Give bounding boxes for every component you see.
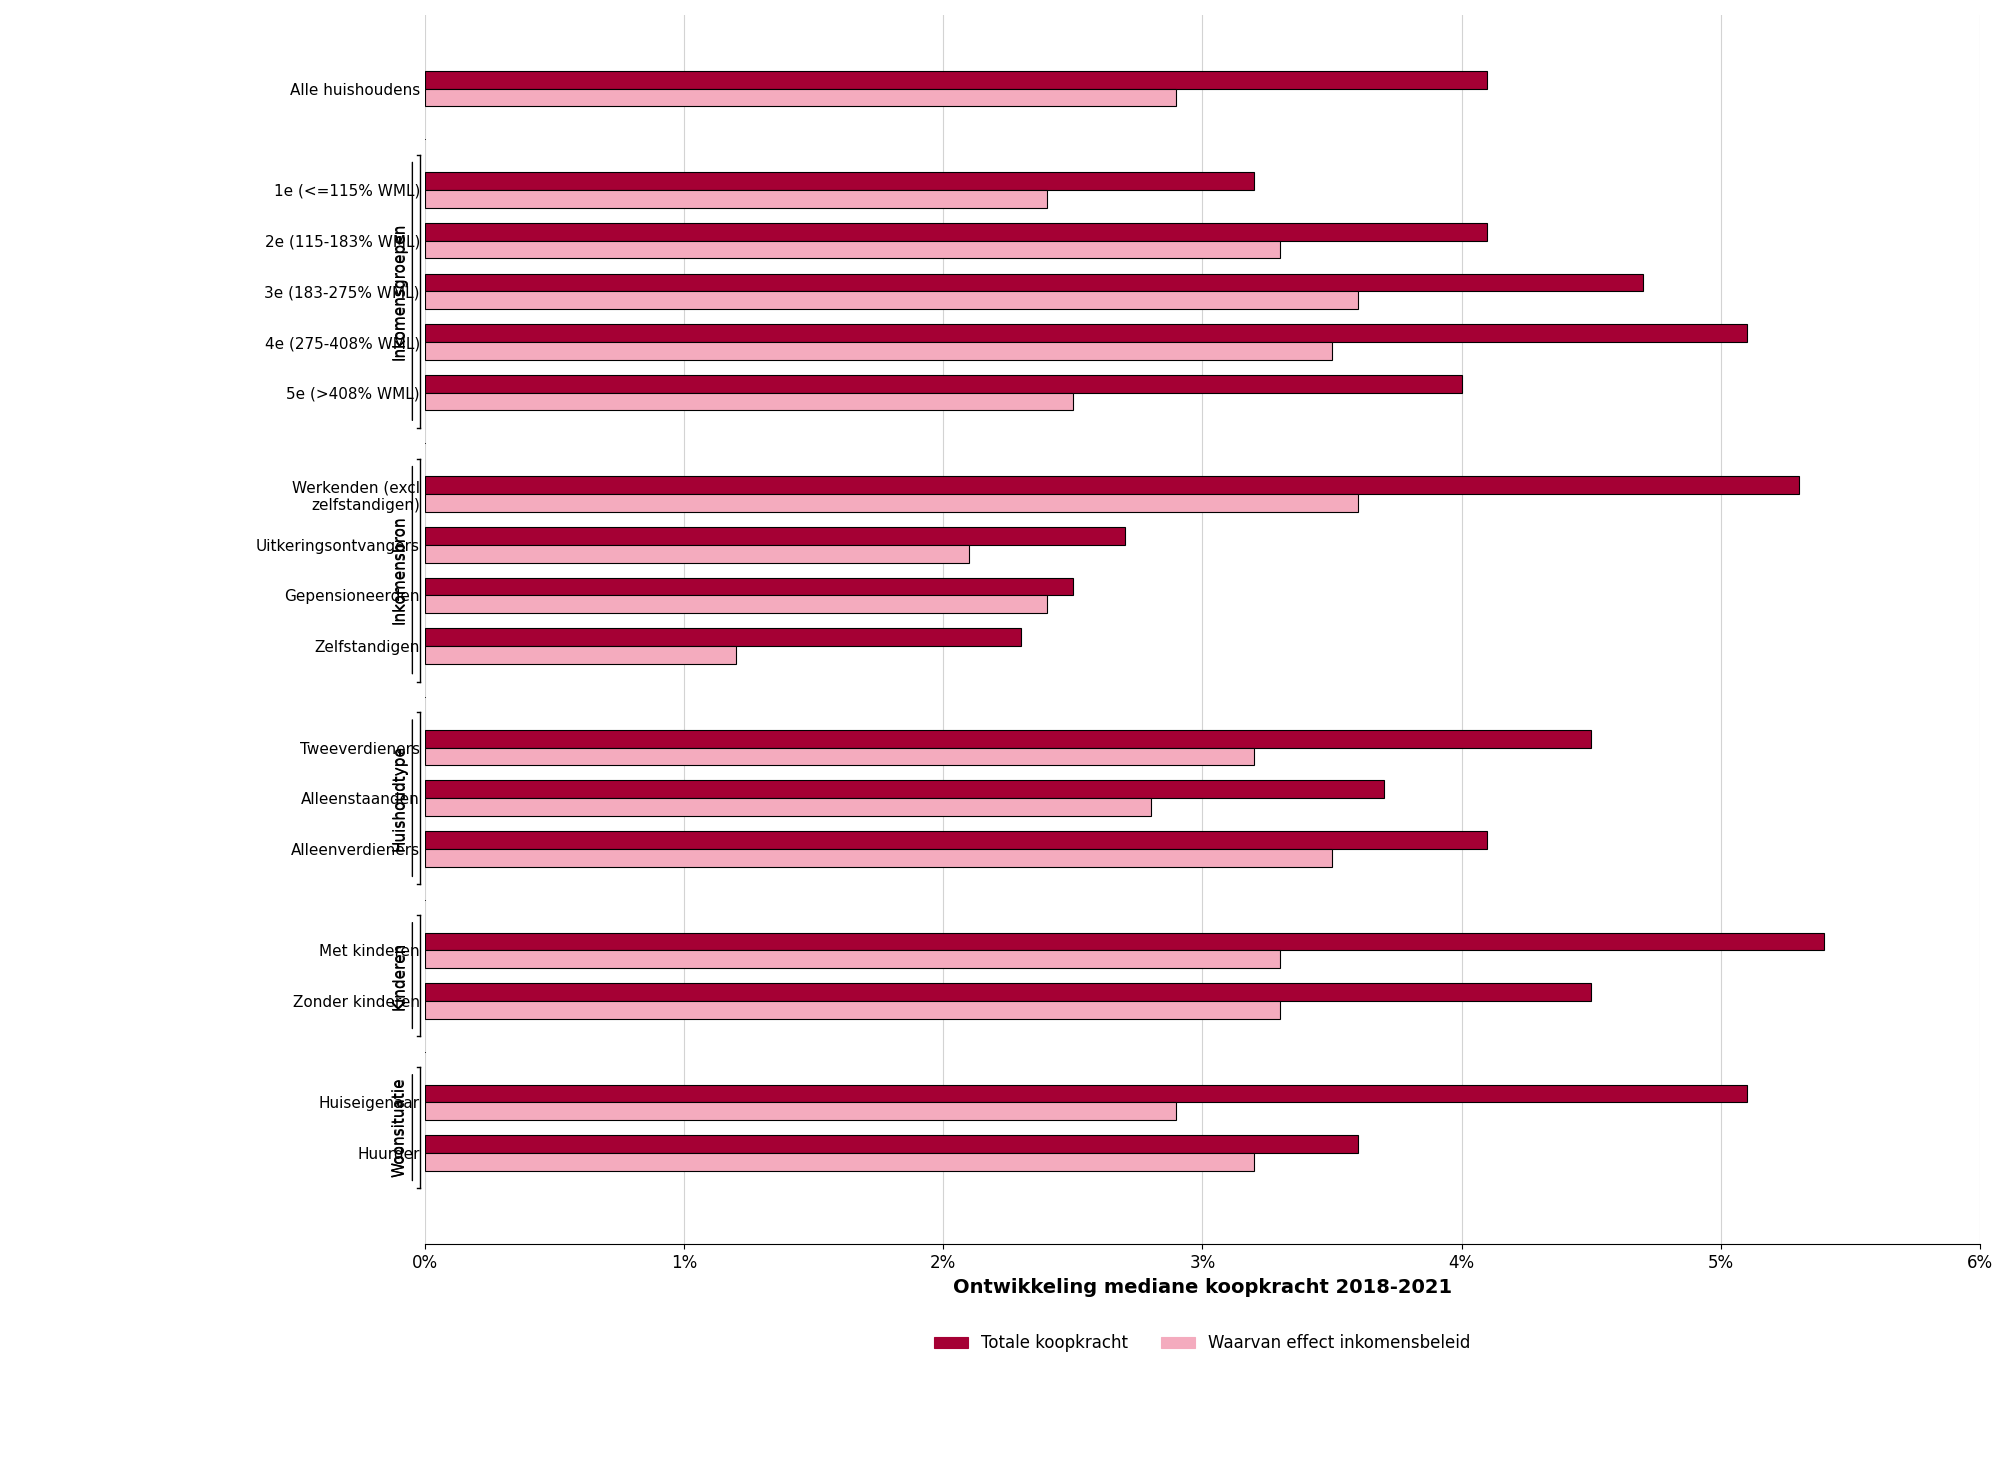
Bar <box>425 984 1590 1000</box>
Bar <box>425 1103 1176 1120</box>
Bar <box>425 1085 1746 1103</box>
Bar <box>425 950 1280 968</box>
Bar <box>425 71 1487 89</box>
Bar <box>425 172 1254 190</box>
Legend: Totale koopkracht, Waarvan effect inkomensbeleid: Totale koopkracht, Waarvan effect inkome… <box>927 1328 1477 1359</box>
Bar <box>425 393 1072 411</box>
Bar <box>425 1135 1357 1153</box>
Bar <box>425 341 1331 359</box>
Text: Kinderen: Kinderen <box>393 941 407 1009</box>
Text: Woonsituatie: Woonsituatie <box>393 1077 407 1177</box>
Bar <box>425 527 1124 545</box>
Bar <box>425 476 1798 494</box>
Bar <box>425 89 1176 107</box>
Bar <box>425 240 1280 258</box>
Text: Woonsituatie: Woonsituatie <box>391 1077 405 1177</box>
Bar <box>425 1153 1254 1171</box>
Bar <box>425 375 1461 393</box>
Bar <box>425 273 1642 291</box>
Bar <box>425 291 1357 309</box>
X-axis label: Ontwikkeling mediane koopkracht 2018-2021: Ontwikkeling mediane koopkracht 2018-202… <box>953 1278 1451 1297</box>
Bar <box>425 545 969 562</box>
Bar <box>425 781 1383 798</box>
Text: Kinderen: Kinderen <box>391 941 405 1009</box>
Bar <box>425 849 1331 867</box>
Text: Inkomensgroepen: Inkomensgroepen <box>393 223 407 361</box>
Bar <box>425 223 1487 240</box>
Bar <box>425 595 1046 613</box>
Bar <box>425 494 1357 512</box>
Bar <box>425 325 1746 341</box>
Text: Huishoudtype: Huishoudtype <box>393 745 407 852</box>
Bar <box>425 798 1150 816</box>
Text: Inkomensbron: Inkomensbron <box>393 516 407 625</box>
Text: Huishoudtype: Huishoudtype <box>391 745 405 852</box>
Text: Inkomensgroepen: Inkomensgroepen <box>391 223 405 361</box>
Bar <box>425 831 1487 849</box>
Bar <box>425 577 1072 595</box>
Bar <box>425 730 1590 748</box>
Text: Inkomensbron: Inkomensbron <box>391 516 405 625</box>
Bar <box>425 932 1824 950</box>
Bar <box>425 1000 1280 1018</box>
Bar <box>425 190 1046 208</box>
Bar <box>425 646 735 663</box>
Bar <box>425 748 1254 766</box>
Bar <box>425 628 1020 646</box>
